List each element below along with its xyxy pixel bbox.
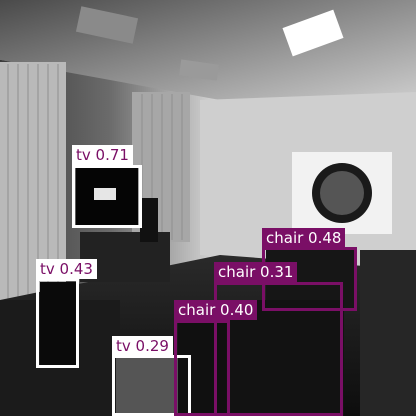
tv-detection-label: tv 0.29 [112, 336, 173, 356]
side-table [360, 250, 416, 416]
tv-detection-label: tv 0.43 [36, 259, 97, 279]
chair-detection-box [214, 282, 343, 416]
tv-screen [40, 282, 76, 366]
chair-detection-label: chair 0.40 [174, 300, 258, 320]
tv-detection-label: tv 0.71 [72, 145, 133, 165]
ceiling-vent [179, 59, 219, 81]
chair-detection-label: chair 0.31 [214, 262, 298, 282]
tv-detection-box [36, 278, 79, 368]
tv-detection-box [112, 355, 191, 416]
chair-detection-label: chair 0.48 [262, 228, 346, 248]
person-silhouette [140, 198, 158, 242]
tv-detection-box [72, 165, 142, 228]
ceiling-vent [75, 6, 139, 44]
chair [178, 320, 226, 416]
chair-detection-box [174, 320, 230, 416]
ceiling-light [282, 9, 344, 57]
